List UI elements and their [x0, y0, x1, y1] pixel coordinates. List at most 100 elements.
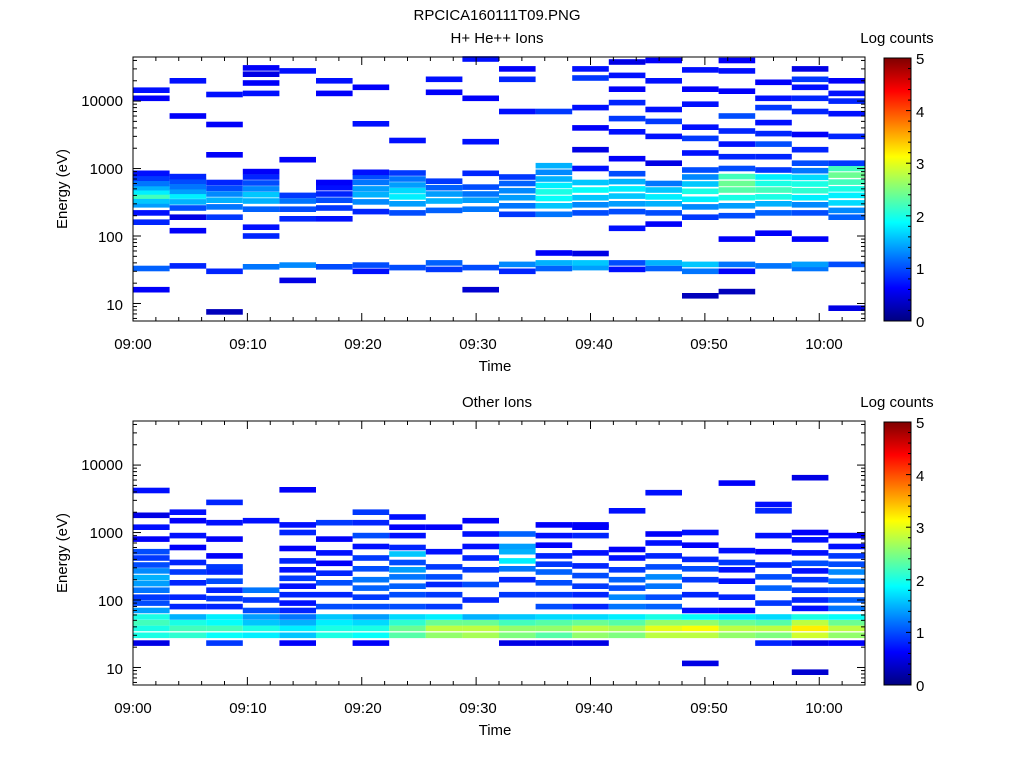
heatmap-cell [242, 587, 280, 593]
heatmap-cell [572, 210, 609, 216]
heatmap-cell [682, 101, 719, 107]
heatmap-cell [279, 262, 316, 268]
heatmap-cell [608, 625, 646, 632]
heatmap-cell [755, 210, 792, 216]
heatmap-cell [352, 576, 390, 583]
heatmap-cell [828, 305, 865, 311]
heatmap-cell [755, 180, 792, 187]
colorbar-tick-label: 4 [916, 104, 924, 121]
heatmap-cell [133, 198, 170, 204]
colorbar-tick-label: 5 [916, 415, 924, 432]
heatmap-cell [645, 210, 682, 216]
heatmap-cell [718, 268, 756, 275]
heatmap-cell [645, 620, 682, 626]
colorbar-tick-label: 3 [916, 520, 924, 537]
heatmap-cell [645, 260, 682, 266]
heatmap-cell [133, 170, 170, 177]
heatmap-cell [352, 566, 390, 572]
heatmap-cell [133, 219, 170, 225]
heatmap-cell [242, 614, 280, 620]
heatmap-cell [535, 632, 573, 639]
heatmap-cell [242, 80, 280, 86]
heatmap-cell [242, 607, 280, 614]
heatmap-cell [389, 201, 426, 207]
heatmap-cell [828, 200, 865, 206]
heatmap-cell [169, 78, 207, 84]
heatmap-cell [572, 532, 609, 539]
heatmap-cell [206, 185, 243, 192]
heatmap-cell [389, 625, 426, 632]
heatmap-cell [755, 194, 792, 200]
heatmap-cell [645, 574, 682, 580]
heatmap-cell [828, 78, 865, 84]
heatmap-cell [645, 489, 682, 496]
heatmap-cell [242, 517, 280, 524]
heatmap-cell [535, 561, 573, 567]
heatmap-cell [389, 187, 426, 194]
y-tick-label: 1000 [90, 525, 123, 542]
x-tick-label: 09:10 [229, 336, 267, 353]
heatmap-cell [425, 625, 463, 632]
heatmap-cell [462, 632, 499, 639]
heatmap-cell [608, 115, 646, 122]
heatmap-cell [499, 174, 536, 180]
heatmap-cell [133, 512, 170, 519]
heatmap-cell [828, 110, 865, 117]
heatmap-cell [791, 625, 829, 632]
heatmap-cell [352, 585, 390, 591]
heatmap-cell [279, 640, 316, 646]
heatmap-cell [352, 555, 390, 561]
heatmap-cell [718, 594, 756, 600]
heatmap-cell [279, 487, 316, 493]
heatmap-cell [682, 542, 719, 548]
heatmap-cell [828, 632, 865, 639]
heatmap-cell [645, 625, 682, 632]
heatmap-cell [206, 191, 243, 197]
heatmap-cell [316, 550, 353, 556]
heatmap-cell [572, 603, 609, 610]
heatmap-cell [133, 180, 170, 187]
heatmap-cell [316, 632, 353, 639]
heatmap-cell [645, 531, 682, 537]
heatmap-cell [169, 227, 207, 234]
heatmap-cell [499, 591, 536, 598]
heatmap-cell [682, 124, 719, 130]
heatmap-cell [535, 640, 573, 646]
heatmap-cell [608, 86, 646, 92]
heatmap-cell [352, 640, 390, 646]
heatmap-cell [425, 632, 463, 639]
heatmap-cell [535, 189, 573, 195]
heatmap-cell [499, 614, 536, 620]
y-tick-label: 1000 [90, 161, 123, 178]
heatmap-cell [242, 174, 280, 180]
heatmap-cell [791, 587, 829, 593]
heatmap-cell [425, 191, 463, 197]
heatmap-cell [316, 614, 353, 620]
heatmap-cell [133, 548, 170, 555]
heatmap-cell [755, 625, 792, 632]
heatmap-cell [682, 261, 719, 268]
x-tick-label: 09:20 [344, 336, 382, 353]
heatmap-cell [499, 268, 536, 275]
heatmap-cell [425, 603, 463, 610]
heatmap-cell [389, 603, 426, 610]
heatmap-cell [535, 176, 573, 182]
heatmap-cell [828, 543, 865, 550]
heatmap-cell [279, 545, 316, 552]
heatmap-cell [462, 555, 499, 561]
heatmap-cell [389, 137, 426, 144]
heatmap-cell [828, 214, 865, 220]
heatmap-cell [645, 187, 682, 193]
heatmap-cell [755, 104, 792, 111]
y-tick-label: 10 [106, 661, 123, 678]
heatmap-cell [206, 578, 243, 584]
heatmap-cell [828, 587, 865, 593]
heatmap-cell [206, 179, 243, 186]
heatmap-cell [352, 199, 390, 205]
x-tick-label: 09:40 [575, 700, 613, 717]
heatmap-cell [682, 67, 719, 73]
heatmap-cell [242, 625, 280, 632]
heatmap-cell [535, 614, 573, 620]
heatmap-cell [572, 640, 609, 646]
